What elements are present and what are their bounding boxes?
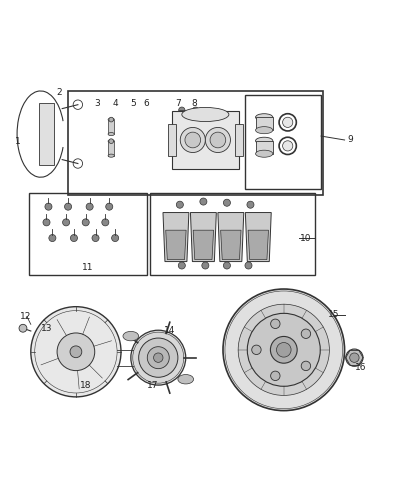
Text: 8: 8 — [192, 99, 197, 108]
Circle shape — [109, 139, 114, 144]
Circle shape — [31, 307, 121, 397]
Circle shape — [139, 338, 178, 377]
Circle shape — [176, 201, 183, 208]
Circle shape — [346, 349, 363, 366]
Circle shape — [62, 219, 70, 226]
Polygon shape — [163, 213, 189, 262]
Polygon shape — [218, 213, 244, 262]
Text: 4: 4 — [112, 99, 118, 108]
Circle shape — [106, 203, 113, 210]
Circle shape — [210, 132, 226, 148]
Text: 15: 15 — [328, 310, 340, 319]
Bar — [168, 124, 176, 156]
Text: 9: 9 — [348, 135, 354, 144]
Circle shape — [179, 107, 185, 113]
Polygon shape — [193, 230, 214, 260]
Circle shape — [19, 324, 27, 332]
Circle shape — [282, 141, 293, 151]
Ellipse shape — [256, 127, 273, 134]
Text: 14: 14 — [164, 326, 176, 335]
Circle shape — [223, 289, 344, 410]
Text: 18: 18 — [80, 381, 92, 390]
Circle shape — [276, 343, 291, 357]
Text: 13: 13 — [41, 324, 52, 333]
Text: 1: 1 — [15, 137, 21, 146]
Ellipse shape — [108, 132, 114, 136]
Circle shape — [238, 304, 329, 396]
Circle shape — [224, 199, 230, 206]
Bar — [39, 103, 55, 166]
Polygon shape — [245, 213, 271, 262]
Polygon shape — [248, 230, 269, 260]
Circle shape — [86, 203, 93, 210]
Circle shape — [70, 346, 82, 358]
Circle shape — [45, 203, 52, 210]
Circle shape — [200, 198, 207, 205]
Circle shape — [192, 107, 199, 113]
Circle shape — [301, 361, 310, 371]
Circle shape — [205, 127, 230, 153]
Circle shape — [102, 219, 109, 226]
Circle shape — [180, 127, 205, 153]
Text: 12: 12 — [21, 312, 32, 321]
Circle shape — [252, 345, 261, 355]
Ellipse shape — [123, 331, 139, 341]
Circle shape — [282, 117, 293, 127]
Circle shape — [178, 262, 185, 269]
Circle shape — [49, 235, 56, 241]
Ellipse shape — [256, 150, 273, 157]
Polygon shape — [221, 230, 241, 260]
Bar — [68, 91, 323, 195]
Text: 11: 11 — [82, 263, 94, 272]
Circle shape — [271, 319, 280, 328]
Text: 17: 17 — [147, 381, 158, 390]
Ellipse shape — [108, 140, 114, 143]
Ellipse shape — [256, 137, 273, 144]
Bar — [108, 141, 114, 156]
Circle shape — [70, 235, 77, 241]
Circle shape — [247, 201, 254, 208]
Bar — [172, 110, 239, 169]
Circle shape — [43, 219, 50, 226]
Text: 10: 10 — [300, 234, 311, 242]
Circle shape — [147, 347, 169, 369]
Circle shape — [131, 330, 186, 385]
Text: 6: 6 — [144, 99, 149, 108]
Text: 16: 16 — [355, 363, 366, 372]
Circle shape — [202, 262, 209, 269]
Bar — [235, 124, 243, 156]
Bar — [245, 95, 321, 189]
Ellipse shape — [182, 108, 229, 121]
Circle shape — [271, 371, 280, 381]
Polygon shape — [190, 213, 216, 262]
Text: 3: 3 — [95, 99, 100, 108]
Circle shape — [350, 353, 359, 362]
Polygon shape — [166, 230, 186, 260]
Bar — [108, 120, 114, 134]
Circle shape — [301, 329, 310, 338]
Bar — [256, 117, 273, 130]
Circle shape — [224, 262, 230, 269]
Circle shape — [112, 235, 118, 241]
Circle shape — [245, 262, 252, 269]
Circle shape — [271, 336, 297, 363]
Bar — [256, 141, 273, 154]
Ellipse shape — [256, 114, 273, 121]
Circle shape — [247, 313, 320, 386]
Text: 2: 2 — [56, 88, 62, 97]
Circle shape — [64, 203, 71, 210]
Circle shape — [57, 333, 95, 371]
Text: 5: 5 — [130, 99, 135, 108]
Circle shape — [109, 117, 114, 122]
Circle shape — [154, 353, 163, 362]
Ellipse shape — [108, 154, 114, 157]
Text: 7: 7 — [175, 99, 181, 108]
Circle shape — [185, 132, 201, 148]
Bar — [150, 193, 315, 276]
Circle shape — [92, 235, 99, 241]
Bar — [29, 193, 147, 276]
Circle shape — [82, 219, 89, 226]
Ellipse shape — [108, 118, 114, 121]
Ellipse shape — [178, 374, 194, 384]
